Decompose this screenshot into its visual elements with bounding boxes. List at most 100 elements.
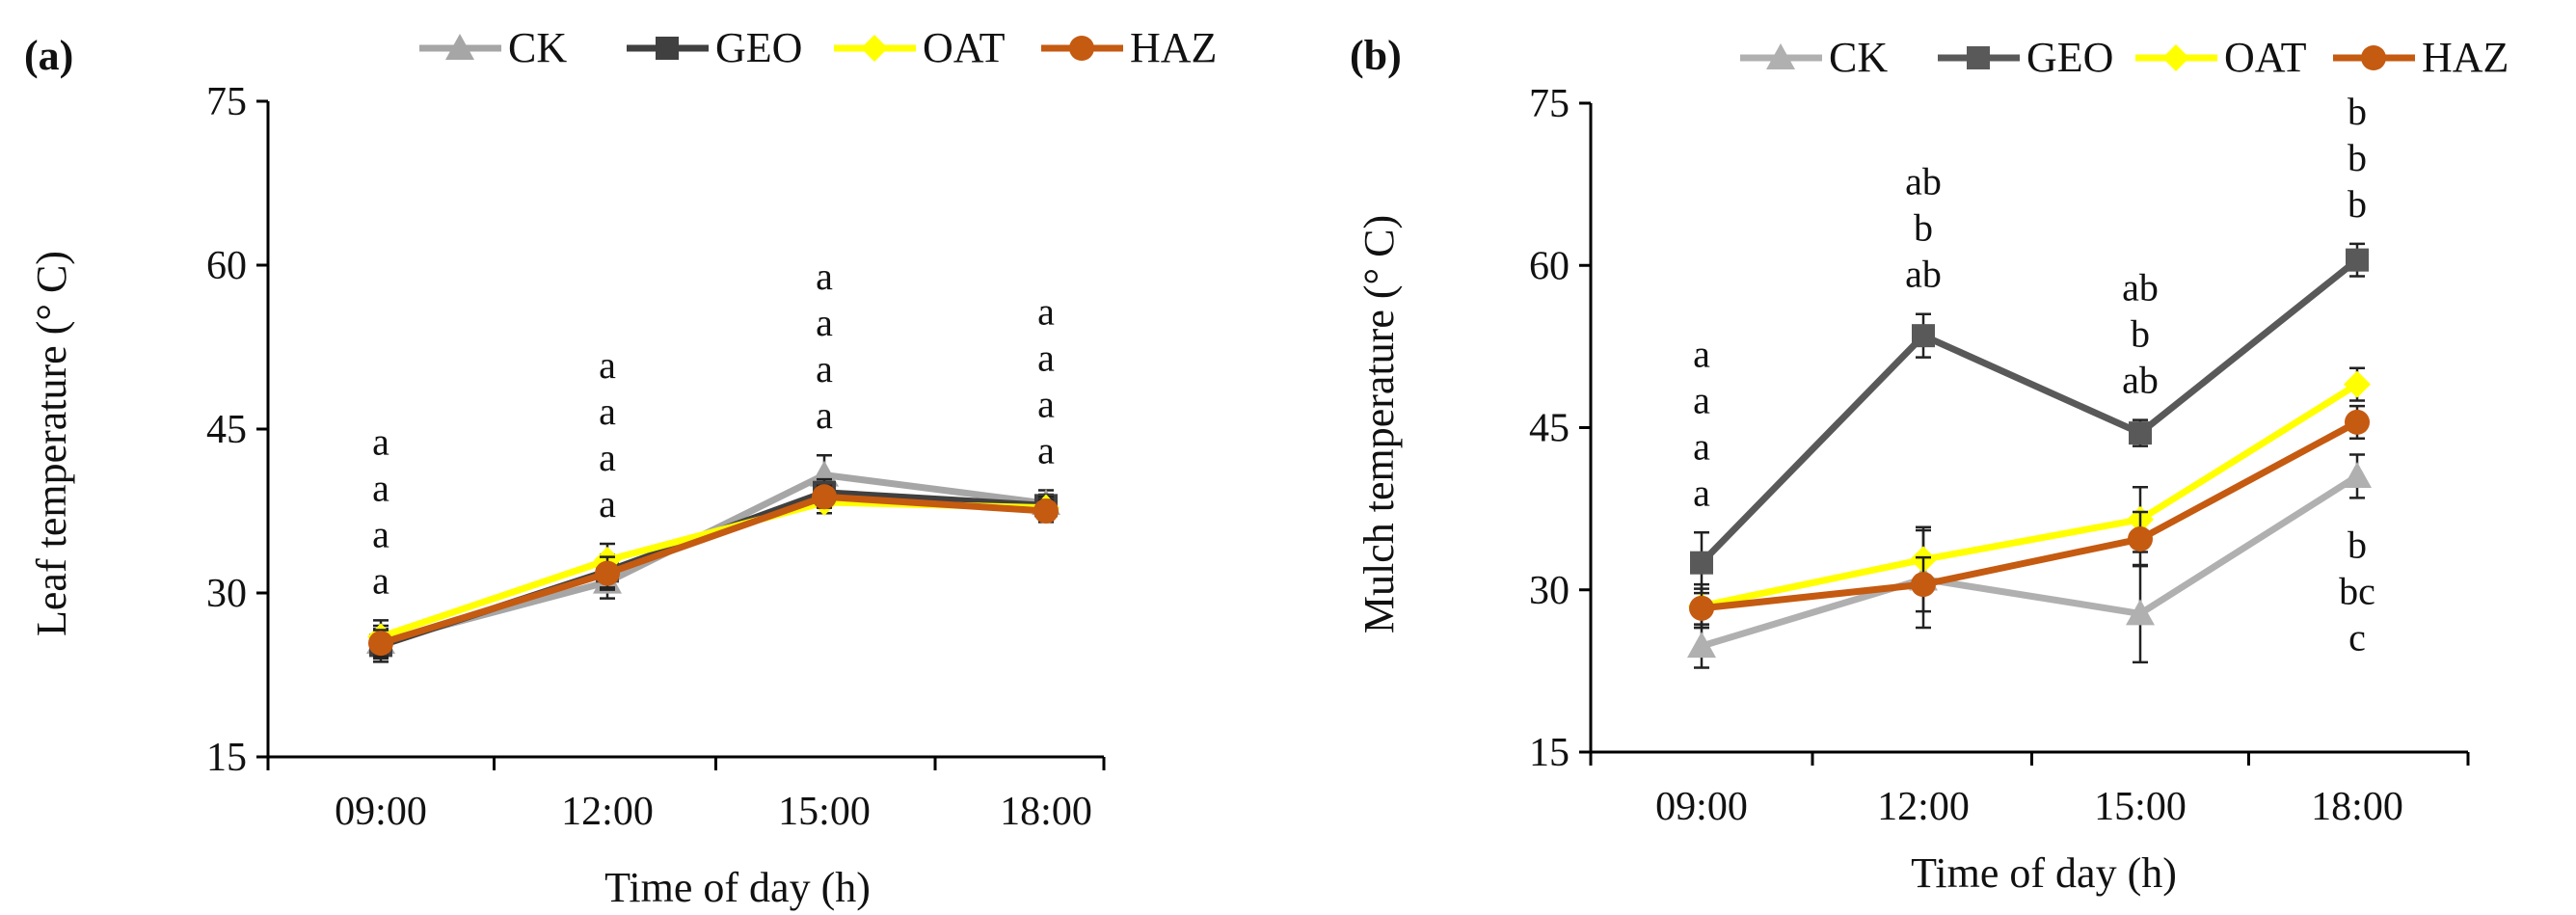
panel-a-xlabel: Time of day (h)	[604, 864, 871, 911]
panel-b-series-oat	[1688, 366, 2371, 630]
panel-b-legend-item-geo: GEO	[1938, 34, 2113, 81]
panel-a-leaf-temperature: (a) CK GEO OAT HAZ 15 30 45 60 75 09:00 12:00 15:0…	[24, 24, 1217, 911]
panel-a-series-haz	[368, 484, 1059, 658]
significance-letter: ab	[1905, 160, 1942, 203]
significance-letter: a	[1693, 378, 1710, 421]
panel-b-legend-item-oat: OAT	[2135, 34, 2307, 81]
panel-b-xtick-label: 09:00	[1655, 785, 1748, 829]
panel-b-ylabel: Mulch temperature (° C)	[1355, 215, 1403, 633]
panel-a-series-ck	[366, 453, 1060, 660]
series-line	[379, 493, 1047, 647]
panel-a-ytick-label: 15	[206, 736, 247, 780]
significance-letter: b	[2348, 523, 2367, 566]
legend-swatch-marker	[445, 34, 474, 60]
significance-letter: ab	[2122, 359, 2159, 402]
data-point-marker	[1912, 324, 1935, 348]
data-point-marker	[1689, 595, 1714, 621]
panel-b-xtick-label: 18:00	[2311, 785, 2403, 829]
legend-swatch-marker	[861, 35, 888, 62]
series-line	[379, 489, 1047, 649]
significance-letter: b	[2348, 182, 2367, 226]
legend-swatch-marker	[1766, 43, 1795, 69]
legend-swatch-marker	[1967, 46, 1990, 69]
data-point-marker	[812, 484, 837, 510]
significance-letter: a	[372, 558, 389, 602]
significance-letter: b	[2348, 90, 2367, 133]
significance-letter: b	[2348, 136, 2367, 179]
panel-a-label: (a)	[24, 32, 73, 79]
significance-letter: a	[1037, 289, 1055, 333]
data-point-marker	[1911, 572, 1936, 598]
panel-b-xtick-label: 12:00	[1877, 785, 1970, 829]
data-point-marker	[368, 631, 393, 657]
significance-letter: ab	[2122, 266, 2159, 309]
panel-b-series-haz	[1689, 404, 2370, 630]
data-point-marker	[2344, 370, 2371, 398]
panel-b-mulch-temperature: (b) CK GEO OAT HAZ 15 30 45 60 75 09:00 12:00 15:0…	[1350, 32, 2509, 897]
panel-a-legend-item-geo: GEO	[627, 24, 802, 71]
significance-letter: a	[816, 393, 833, 437]
legend-label: GEO	[2026, 34, 2113, 81]
legend-swatch-marker	[1069, 36, 1094, 61]
significance-letter: a	[1037, 336, 1055, 379]
legend-label: HAZ	[1130, 24, 1217, 71]
significance-letter: a	[1693, 471, 1710, 514]
data-point-marker	[595, 560, 620, 586]
significance-letter: a	[816, 301, 833, 344]
panel-b-ytick-label: 45	[1529, 407, 1570, 451]
data-point-marker	[2343, 461, 2372, 488]
panel-a-ytick-label: 75	[206, 80, 247, 124]
significance-letter: b	[2131, 312, 2150, 356]
panel-b-series	[1687, 242, 2372, 669]
panel-b-legend: CK GEO OAT HAZ	[1740, 34, 2509, 81]
data-point-marker	[2346, 248, 2369, 272]
panel-b-xlabel: Time of day (h)	[1911, 849, 2177, 897]
panel-a-ytick-label: 30	[206, 572, 247, 616]
panel-a-legend-item-ck: CK	[419, 24, 567, 71]
panel-a-xtick-label: 12:00	[561, 790, 654, 834]
panel-b-label: (b)	[1350, 32, 1402, 79]
significance-letter: a	[372, 512, 389, 555]
legend-swatch-marker	[2162, 44, 2189, 71]
legend-label: OAT	[2224, 34, 2307, 81]
legend-label: CK	[508, 24, 567, 71]
legend-swatch-marker	[656, 37, 679, 60]
significance-letter: a	[599, 482, 616, 525]
panel-b-series-geo	[1690, 242, 2369, 595]
panel-a-ytick-label: 45	[206, 408, 247, 452]
significance-letter: b	[1914, 206, 1933, 250]
panel-a-xtick-label: 15:00	[778, 790, 871, 834]
legend-label: CK	[1829, 34, 1888, 81]
panel-a-axes: 15 30 45 60 75 09:00 12:00 15:00 18:00	[206, 80, 1106, 834]
significance-letter: c	[2348, 615, 2366, 659]
series-line	[1700, 473, 2359, 650]
significance-letter: a	[599, 436, 616, 479]
series-line	[1701, 418, 2359, 612]
panel-a-xtick-label: 18:00	[1000, 790, 1092, 834]
significance-letter: a	[372, 419, 389, 463]
data-point-marker	[1690, 551, 1713, 575]
data-point-marker	[2345, 409, 2370, 435]
panel-a-ylabel: Leaf temperature (° C)	[28, 251, 75, 636]
panel-b-legend-item-ck: CK	[1740, 34, 1888, 81]
panel-a-legend-item-oat: OAT	[834, 24, 1006, 71]
panel-b-ytick-label: 15	[1529, 731, 1570, 775]
panel-a-ytick-label: 60	[206, 244, 247, 288]
significance-letter: a	[1693, 424, 1710, 468]
significance-letter: a	[1037, 382, 1055, 425]
significance-letter: a	[372, 466, 389, 509]
data-point-marker	[2129, 421, 2152, 445]
significance-letter: a	[816, 347, 833, 390]
panel-b-axes: 15 30 45 60 75 09:00 12:00 15:00 18:00	[1529, 82, 2470, 829]
panel-b-ytick-label: 75	[1529, 82, 1570, 126]
data-point-marker	[1033, 498, 1059, 524]
series-line	[1699, 256, 2360, 566]
significance-letter: a	[816, 255, 833, 298]
panel-a-legend-item-haz: HAZ	[1041, 24, 1217, 71]
data-point-marker	[2128, 526, 2153, 552]
panel-a-series-oat	[367, 488, 1060, 655]
data-point-marker	[1687, 632, 1716, 659]
